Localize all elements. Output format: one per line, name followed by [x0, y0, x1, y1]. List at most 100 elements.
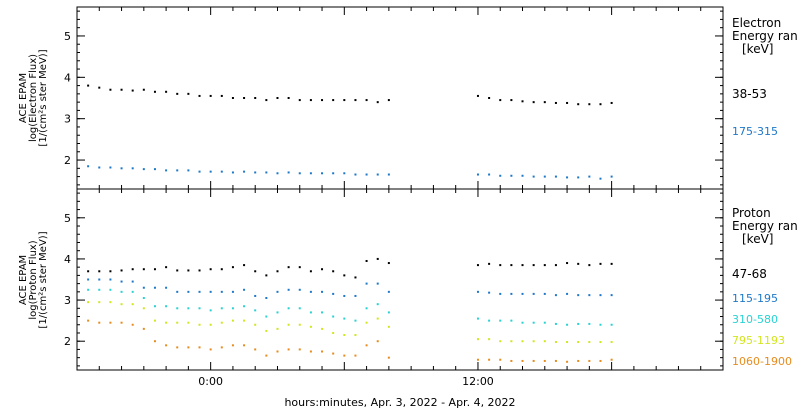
proton-series-115-195-point	[499, 292, 502, 295]
proton-series-310-580-point	[220, 307, 223, 310]
proton-series-1060-1900-point	[532, 359, 535, 362]
proton-series-1060-1900-point	[187, 346, 190, 349]
proton-series-1060-1900-point	[332, 352, 335, 355]
proton-series-310-580-point	[265, 315, 268, 318]
proton-series-310-580-point	[187, 307, 190, 310]
proton-series-310-580-point	[287, 307, 290, 310]
electron-series-38-53-point	[365, 99, 368, 102]
proton-series-310-580-point	[231, 307, 234, 310]
proton-series-1060-1900-point	[499, 358, 502, 361]
proton-series-47-68-point	[98, 270, 101, 273]
proton-series-47-68-point	[120, 269, 123, 272]
electron-series-175-315-point	[131, 167, 134, 170]
electron-series-38-53-point	[265, 99, 268, 102]
proton-series-795-1193-point	[165, 321, 168, 324]
electron-series-175-315-point	[231, 171, 234, 174]
proton-series-310-580-point	[131, 290, 134, 293]
proton-series-115-195-point	[354, 294, 357, 297]
electron-series-38-53-point	[499, 99, 502, 102]
proton-series-310-580-point	[254, 309, 257, 312]
electron-series-175-315-point	[543, 175, 546, 178]
electron-legend-heading-3: [keV]	[742, 42, 773, 56]
proton-series-310-580-point	[276, 311, 279, 314]
proton-series-1060-1900-point	[566, 360, 569, 363]
proton-series-310-580-point	[176, 307, 179, 310]
proton-series-1060-1900-point	[521, 359, 524, 362]
proton-series-1060-1900-point	[610, 358, 613, 361]
proton-series-47-68-point	[254, 270, 257, 273]
proton-series-795-1193-point	[87, 301, 90, 304]
proton-series-1060-1900-point	[387, 356, 390, 359]
proton-series-115-195-point	[610, 294, 613, 297]
electron-series-175-315-point	[387, 173, 390, 176]
proton-series-47-68-point	[488, 262, 491, 265]
proton-series-115-195-point	[510, 292, 513, 295]
proton-series-115-195-point	[176, 290, 179, 293]
proton-legend-47-68: 47-68	[732, 267, 767, 281]
proton-series-310-580-point	[476, 317, 479, 320]
electron-series-38-53-point	[287, 97, 290, 99]
proton-series-115-195-point	[287, 288, 290, 291]
proton-series-795-1193-point	[354, 334, 357, 337]
proton-series-115-195-point	[187, 290, 190, 293]
electron-series-38-53-point	[98, 86, 101, 89]
proton-series-310-580-point	[376, 303, 379, 306]
electron-panel: 2 3 4 5 ACE EPAM log(Electron Flux) [1/(cm²…	[18, 6, 798, 190]
proton-series-1060-1900-point	[120, 321, 123, 324]
proton-series-47-68-point	[309, 270, 312, 273]
proton-series-115-195-point	[109, 278, 112, 281]
proton-series-310-580-point	[566, 323, 569, 326]
proton-series-310-580-point	[298, 307, 301, 310]
electron-series-38-53-point	[321, 99, 324, 102]
proton-series-795-1193-point	[142, 307, 145, 310]
proton-series-115-195-point	[153, 286, 156, 289]
x-tick-label: 0:00	[198, 375, 223, 388]
proton-series-795-1193-point	[476, 338, 479, 341]
electron-series-38-53-point	[276, 97, 279, 99]
proton-series-310-580-point	[98, 288, 101, 291]
electron-series-175-315-point	[165, 169, 168, 172]
proton-series-795-1193-point	[554, 341, 557, 344]
electron-series-175-315-point	[376, 173, 379, 176]
proton-series-795-1193-point	[131, 303, 134, 306]
electron-series-175-315-point	[87, 165, 90, 168]
proton-series-1060-1900-point	[231, 344, 234, 347]
proton-series-795-1193-point	[243, 319, 246, 322]
electron-series-38-53-point	[521, 100, 524, 103]
proton-series-47-68-point	[165, 266, 168, 269]
proton-series-47-68-point	[387, 262, 390, 265]
proton-series-310-580-point	[499, 319, 502, 322]
proton-series-1060-1900-point	[554, 359, 557, 362]
proton-series-310-580-point	[543, 321, 546, 324]
electron-series-175-315-point	[287, 171, 290, 174]
proton-series-1060-1900-point	[577, 359, 580, 362]
electron-series-38-53-point	[332, 99, 335, 102]
electron-series-38-53-point	[376, 101, 379, 104]
proton-series-1060-1900-point	[488, 358, 491, 361]
proton-series-47-68-point	[510, 264, 513, 267]
electron-series-175-315-point	[332, 172, 335, 175]
proton-ytick-label: 5	[64, 212, 71, 225]
proton-series-795-1193-point	[98, 301, 101, 304]
proton-series-1060-1900-point	[176, 346, 179, 349]
electron-ylabel-line1: ACE EPAM	[18, 73, 29, 123]
proton-series-47-68-point	[577, 262, 580, 265]
proton-series-1060-1900-point	[198, 346, 201, 349]
proton-series-795-1193-point	[231, 319, 234, 322]
electron-series	[87, 84, 613, 180]
proton-series-310-580-point	[521, 321, 524, 324]
electron-series-175-315-point	[142, 168, 145, 171]
proton-series-115-195-point	[488, 291, 491, 294]
proton-series-47-68-point	[187, 269, 190, 272]
proton-series-47-68-point	[243, 264, 246, 267]
proton-ytick-label: 2	[64, 335, 71, 348]
proton-series-795-1193-point	[488, 338, 491, 341]
electron-series-38-53-point	[165, 90, 168, 93]
electron-series-175-315-point	[198, 170, 201, 173]
proton-series-795-1193-point	[376, 317, 379, 320]
proton-series-1060-1900-point	[365, 344, 368, 347]
electron-series-175-315-point	[343, 172, 346, 175]
proton-series-115-195-point	[254, 294, 257, 297]
proton-series-47-68-point	[532, 264, 535, 267]
